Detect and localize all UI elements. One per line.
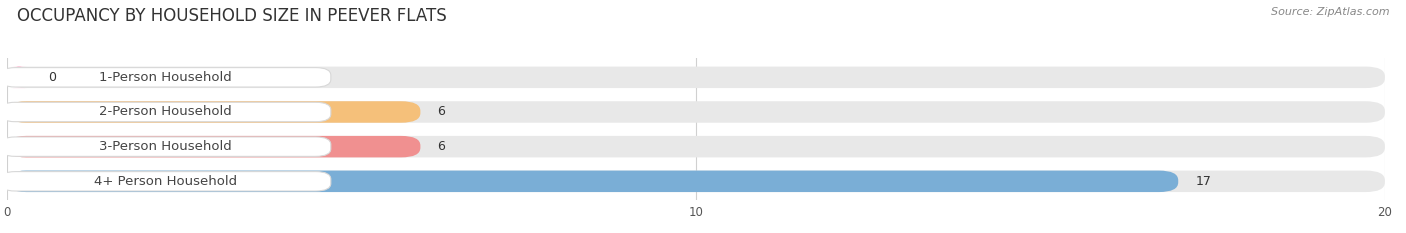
FancyBboxPatch shape [0, 68, 330, 87]
Text: 1-Person Household: 1-Person Household [98, 71, 232, 84]
FancyBboxPatch shape [7, 171, 1178, 192]
Text: 6: 6 [437, 106, 446, 119]
FancyBboxPatch shape [7, 171, 1385, 192]
FancyBboxPatch shape [7, 101, 1385, 123]
Text: OCCUPANCY BY HOUSEHOLD SIZE IN PEEVER FLATS: OCCUPANCY BY HOUSEHOLD SIZE IN PEEVER FL… [17, 7, 447, 25]
FancyBboxPatch shape [7, 136, 1385, 158]
FancyBboxPatch shape [0, 102, 330, 122]
Text: 0: 0 [48, 71, 56, 84]
FancyBboxPatch shape [7, 67, 1385, 88]
Text: Source: ZipAtlas.com: Source: ZipAtlas.com [1271, 7, 1389, 17]
Text: 6: 6 [437, 140, 446, 153]
Text: 4+ Person Household: 4+ Person Household [94, 175, 238, 188]
Text: 17: 17 [1195, 175, 1212, 188]
FancyBboxPatch shape [7, 101, 420, 123]
FancyBboxPatch shape [7, 67, 31, 88]
Text: 2-Person Household: 2-Person Household [98, 106, 232, 119]
FancyBboxPatch shape [0, 172, 330, 191]
FancyBboxPatch shape [7, 136, 420, 158]
FancyBboxPatch shape [0, 137, 330, 156]
Text: 3-Person Household: 3-Person Household [98, 140, 232, 153]
